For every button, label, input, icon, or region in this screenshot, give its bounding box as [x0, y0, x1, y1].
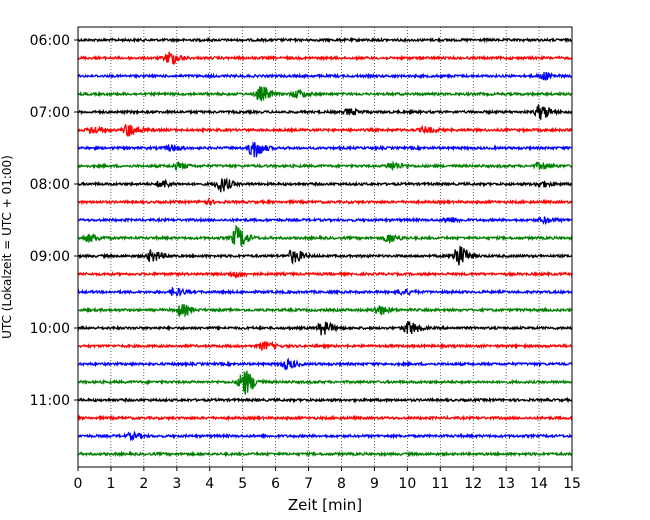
- trace-line: [77, 357, 573, 371]
- x-tick-label: 8: [337, 476, 346, 492]
- y-tick-label: 08:00: [30, 177, 70, 193]
- x-tick-label: 15: [563, 476, 581, 492]
- trace-line: [77, 51, 573, 66]
- y-axis-ticks: 06:00 07:00 08:00 09:00 10:00 11:00: [30, 33, 78, 409]
- x-tick-label: 10: [398, 476, 416, 492]
- trace-line: [77, 396, 573, 404]
- plot-frame: [77, 26, 573, 468]
- trace-line: [77, 124, 573, 137]
- trace-line: [77, 177, 573, 193]
- y-tick-label: 09:00: [30, 249, 70, 265]
- trace-line: [77, 141, 573, 159]
- trace-line: [77, 270, 573, 279]
- trace-lines: [77, 36, 573, 458]
- x-tick-label: 14: [530, 476, 548, 492]
- trace-line: [77, 414, 573, 422]
- x-tick-label: 13: [497, 476, 515, 492]
- x-tick-label: 6: [271, 476, 280, 492]
- trace-line: [77, 430, 573, 442]
- x-tick-label: 4: [205, 476, 214, 492]
- x-tick-label: 5: [238, 476, 247, 492]
- x-axis-ticks: 0 1 2 3 4 5 6 7 8 9 10 11 12 13 14 15: [74, 467, 581, 492]
- x-tick-label: 2: [139, 476, 148, 492]
- trace-line: [77, 339, 573, 351]
- trace-line: [77, 304, 573, 318]
- x-tick-label: 9: [370, 476, 379, 492]
- x-tick-label: 1: [106, 476, 115, 492]
- trace-line: [77, 370, 573, 396]
- vertical-grid: [110, 27, 540, 467]
- trace-line: [77, 104, 573, 120]
- trace-line: [77, 216, 573, 226]
- trace-line: [77, 197, 573, 207]
- y-tick-label: 10:00: [30, 321, 70, 337]
- trace-line: [77, 286, 573, 297]
- x-tick-label: 12: [464, 476, 482, 492]
- trace-line: [77, 246, 573, 266]
- trace-line: [77, 224, 573, 247]
- y-tick-label: 06:00: [30, 33, 70, 49]
- x-tick-label: 11: [431, 476, 449, 492]
- x-tick-label: 3: [172, 476, 181, 492]
- trace-line: [77, 450, 573, 458]
- x-axis-label: Zeit [min]: [288, 496, 362, 514]
- trace-line: [77, 36, 573, 44]
- y-tick-label: 11:00: [30, 393, 70, 409]
- x-tick-label: 0: [74, 476, 83, 492]
- trace-line: [77, 160, 573, 171]
- x-tick-label: 7: [304, 476, 313, 492]
- y-axis-label: UTC (Lokalzeit = UTC + 01:00): [0, 155, 14, 339]
- trace-line: [77, 71, 573, 81]
- trace-line: [77, 85, 573, 102]
- trace-line: [77, 321, 573, 336]
- y-tick-label: 07:00: [30, 105, 70, 121]
